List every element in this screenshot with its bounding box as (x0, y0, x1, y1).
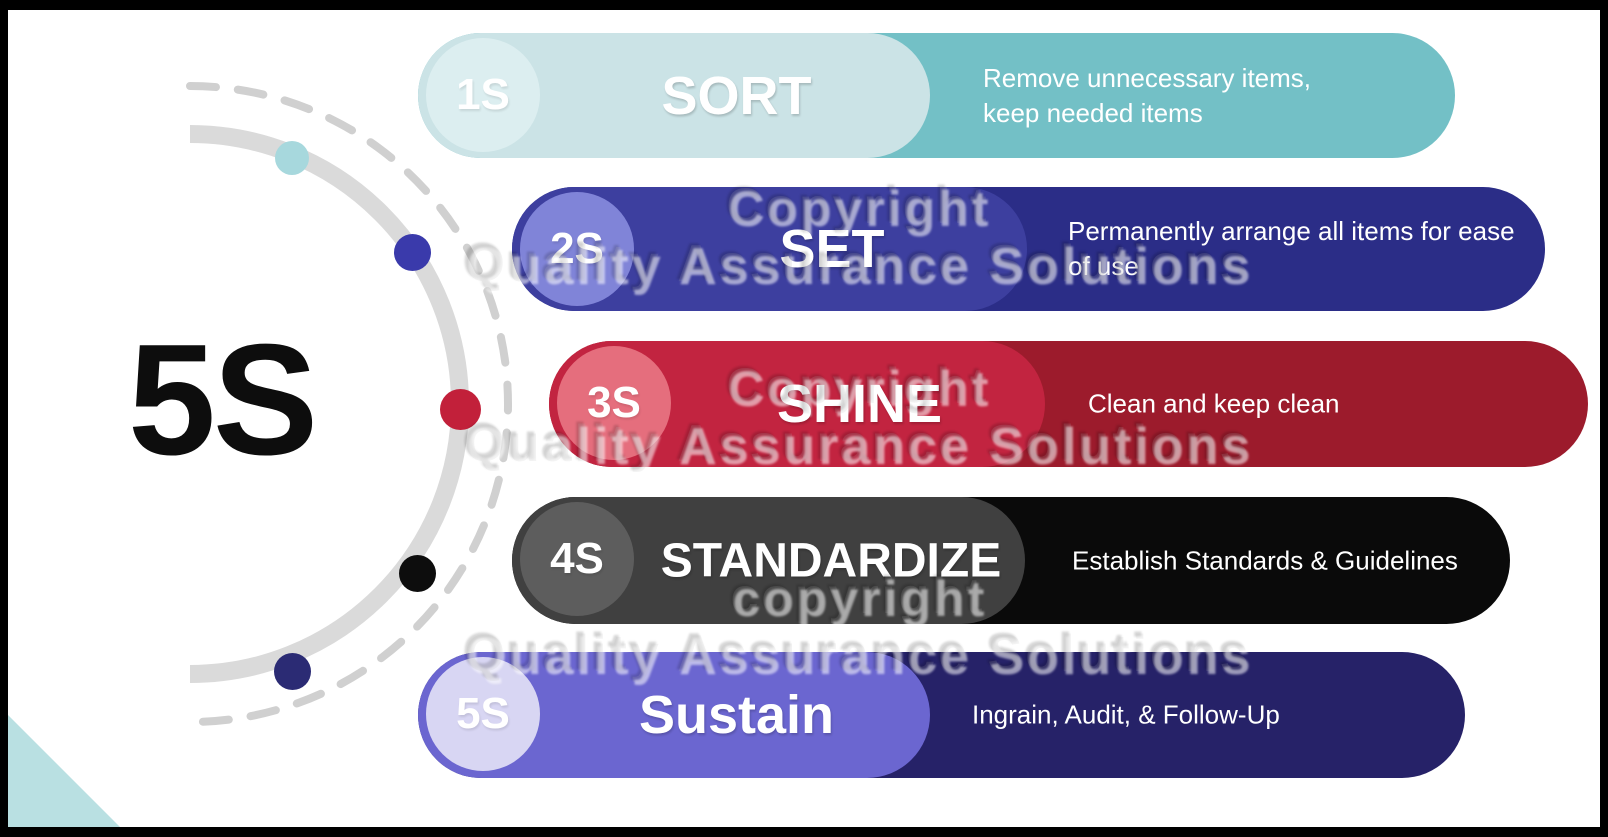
step-number-badge (520, 192, 634, 306)
step-title: SET (779, 219, 885, 279)
step-number-badge (520, 502, 634, 616)
step-title: SHINE (776, 374, 943, 434)
step-description: Ingrain, Audit, & Follow-Up (972, 699, 1280, 730)
step-dot-1s (275, 141, 309, 175)
dashed-arc (186, 82, 512, 726)
step-bar-shine: 3S SHINE Clean and keep clean (549, 341, 1588, 467)
step-number: 3S (587, 378, 641, 427)
step-dot-2s (394, 234, 431, 271)
step-number-badge (426, 38, 540, 152)
step-title: Sustain (638, 685, 835, 745)
step-description: Clean and keep clean (1088, 388, 1340, 419)
step-dot-4s (399, 555, 436, 592)
step-title: STANDARDIZE (660, 534, 1002, 587)
step-bar-sustain: 5S Sustain Ingrain, Audit, & Follow-Up (418, 652, 1465, 778)
step-dot-5s (274, 653, 311, 690)
step-number-badge (557, 346, 671, 460)
step-number: 4S (550, 534, 604, 583)
step-dot-3s (440, 389, 481, 430)
step-bar-standardize: 4S STANDARDIZE Establish Standards & Gui… (512, 497, 1510, 624)
step-description: Establish Standards & Guidelines (1072, 545, 1458, 575)
page-title: 5S (128, 312, 318, 488)
step-description: Remove unnecessary items, keep needed it… (983, 62, 1312, 128)
step-number: 5S (456, 689, 510, 738)
step-number: 2S (550, 224, 604, 273)
step-bar-sort: 1S SORT Remove unnecessary items, keep n… (418, 33, 1455, 158)
step-description: Permanently arrange all items for ease o… (1068, 216, 1515, 281)
infographic-canvas: 5S 1S SORT Remove unnecessary items, kee… (8, 10, 1600, 827)
step-bar-set: 2S SET Permanently arrange all items for… (512, 187, 1545, 311)
step-number: 1S (456, 70, 510, 119)
step-title: SORT (661, 65, 812, 126)
step-number-badge (426, 657, 540, 771)
